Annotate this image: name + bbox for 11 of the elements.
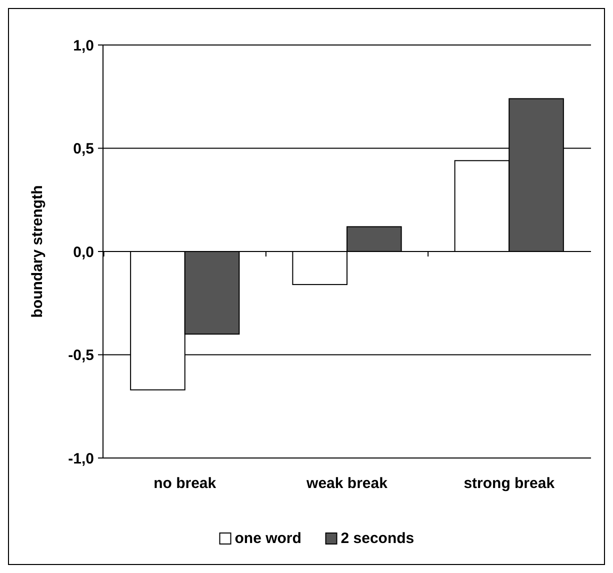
x-tick-label: no break (154, 475, 217, 492)
y-axis-title: boundary strength (29, 185, 46, 318)
legend-label: 2 seconds (340, 530, 414, 547)
y-tick-label: -0,5 (68, 347, 94, 364)
x-tick-label: weak break (306, 475, 388, 492)
legend-label: one word (234, 530, 302, 547)
x-tick-label: strong break (464, 475, 556, 492)
y-tick-label: -1,0 (68, 450, 94, 468)
y-tick-label: 0,5 (73, 140, 94, 158)
y-tick-label: 0,0 (73, 244, 94, 261)
y-tick-label: 1,0 (73, 37, 94, 54)
